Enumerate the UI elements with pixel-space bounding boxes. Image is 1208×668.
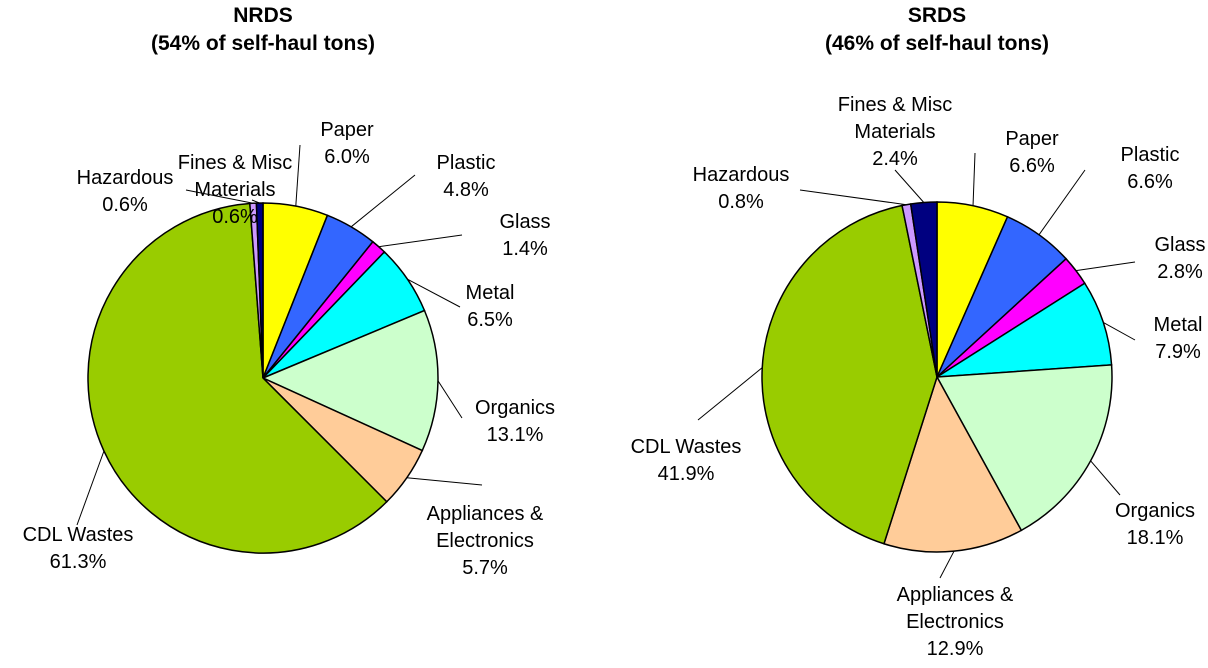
- leader-line: [939, 550, 955, 579]
- category-label: Fines & Misc Materials: [177, 152, 293, 201]
- slice-label: Hazardous 0.6%: [25, 165, 225, 219]
- value-label: 2.4%: [872, 148, 918, 170]
- slice-label: Plastic 4.8%: [366, 150, 566, 204]
- leader-line: [378, 234, 463, 248]
- value-label: 7.9%: [1155, 341, 1201, 363]
- leader-line: [1038, 169, 1086, 236]
- leader-line: [894, 169, 925, 203]
- value-label: 61.3%: [49, 551, 107, 573]
- value-label: 0.8%: [718, 191, 764, 213]
- value-label: 6.0%: [324, 146, 370, 168]
- leader-line: [406, 477, 483, 486]
- pie-slice: [909, 201, 938, 378]
- value-label: 41.9%: [657, 463, 715, 485]
- slice-label: Fines & Misc Materials 2.4%: [795, 92, 995, 173]
- slice-label: CDL Wastes 61.3%: [0, 522, 178, 576]
- slice-label: Metal 6.5%: [390, 280, 590, 334]
- slice-label: Metal 7.9%: [1078, 312, 1208, 366]
- category-label: Appliances & Electronics: [426, 503, 544, 552]
- slice-label: Fines & Misc Materials 0.6%: [135, 150, 335, 231]
- value-label: 6.6%: [1127, 171, 1173, 193]
- category-label: Organics: [1114, 500, 1196, 522]
- leader-line: [1090, 460, 1121, 496]
- category-label: Organics: [474, 397, 556, 419]
- category-label: Paper: [1005, 128, 1059, 150]
- value-label: 18.1%: [1126, 527, 1184, 549]
- leader-line: [407, 278, 461, 308]
- value-label: 2.8%: [1157, 261, 1203, 283]
- leader-line: [76, 450, 105, 526]
- leader-line: [1103, 321, 1136, 341]
- category-label: CDL Wastes: [630, 436, 742, 458]
- category-label: Appliances & Electronics: [896, 584, 1014, 633]
- chart-title: SRDS: [907, 4, 967, 27]
- slice-label: Glass 2.8%: [1080, 232, 1208, 286]
- leader-line: [972, 152, 976, 206]
- category-label: Plastic: [436, 152, 496, 174]
- leader-line: [437, 380, 463, 419]
- slice-label: Paper 6.0%: [247, 117, 447, 171]
- category-label: Metal: [1153, 314, 1203, 336]
- slice-label: Organics 18.1%: [1055, 498, 1208, 552]
- leader-line: [799, 189, 907, 206]
- leader-line: [295, 144, 301, 207]
- slice-label: Glass 1.4%: [425, 209, 625, 263]
- category-label: Glass: [499, 211, 551, 233]
- pie-slice: [935, 364, 1113, 532]
- leader-line: [1075, 261, 1136, 272]
- category-label: Fines & Misc Materials: [837, 94, 953, 143]
- chart-subtitle: (46% of self-haul tons): [824, 32, 1050, 55]
- leader-line: [350, 174, 416, 228]
- value-label: 0.6%: [212, 206, 258, 228]
- slice-label: Appliances & Electronics 12.9%: [855, 582, 1055, 663]
- pie-slice: [761, 204, 938, 545]
- leader-line: [185, 189, 254, 204]
- value-label: 1.4%: [502, 238, 548, 260]
- category-label: Metal: [465, 282, 515, 304]
- value-label: 6.6%: [1009, 155, 1055, 177]
- value-label: 6.5%: [467, 309, 513, 331]
- pie-slice: [883, 375, 1023, 553]
- leader-line: [697, 367, 763, 421]
- chart-subtitle: (54% of self-haul tons): [150, 32, 376, 55]
- value-label: 5.7%: [462, 557, 508, 579]
- slice-label: Plastic 6.6%: [1050, 142, 1208, 196]
- category-label: Paper: [320, 119, 374, 141]
- category-label: Hazardous: [692, 164, 790, 186]
- value-label: 0.6%: [102, 194, 148, 216]
- slice-label: Organics 13.1%: [415, 395, 615, 449]
- leader-line: [251, 199, 260, 204]
- category-label: Plastic: [1120, 144, 1180, 166]
- slice-label: CDL Wastes 41.9%: [586, 434, 786, 488]
- slice-label: Paper 6.6%: [932, 126, 1132, 180]
- category-label: CDL Wastes: [22, 524, 134, 546]
- chart-title: NRDS: [233, 4, 293, 27]
- slice-label: Appliances & Electronics 5.7%: [385, 501, 585, 582]
- value-label: 13.1%: [486, 424, 544, 446]
- category-label: Hazardous: [76, 167, 174, 189]
- value-label: 12.9%: [926, 638, 984, 660]
- pie-slice: [87, 202, 388, 554]
- category-label: Glass: [1154, 234, 1206, 256]
- slice-label: Hazardous 0.8%: [641, 162, 841, 216]
- value-label: 4.8%: [443, 179, 489, 201]
